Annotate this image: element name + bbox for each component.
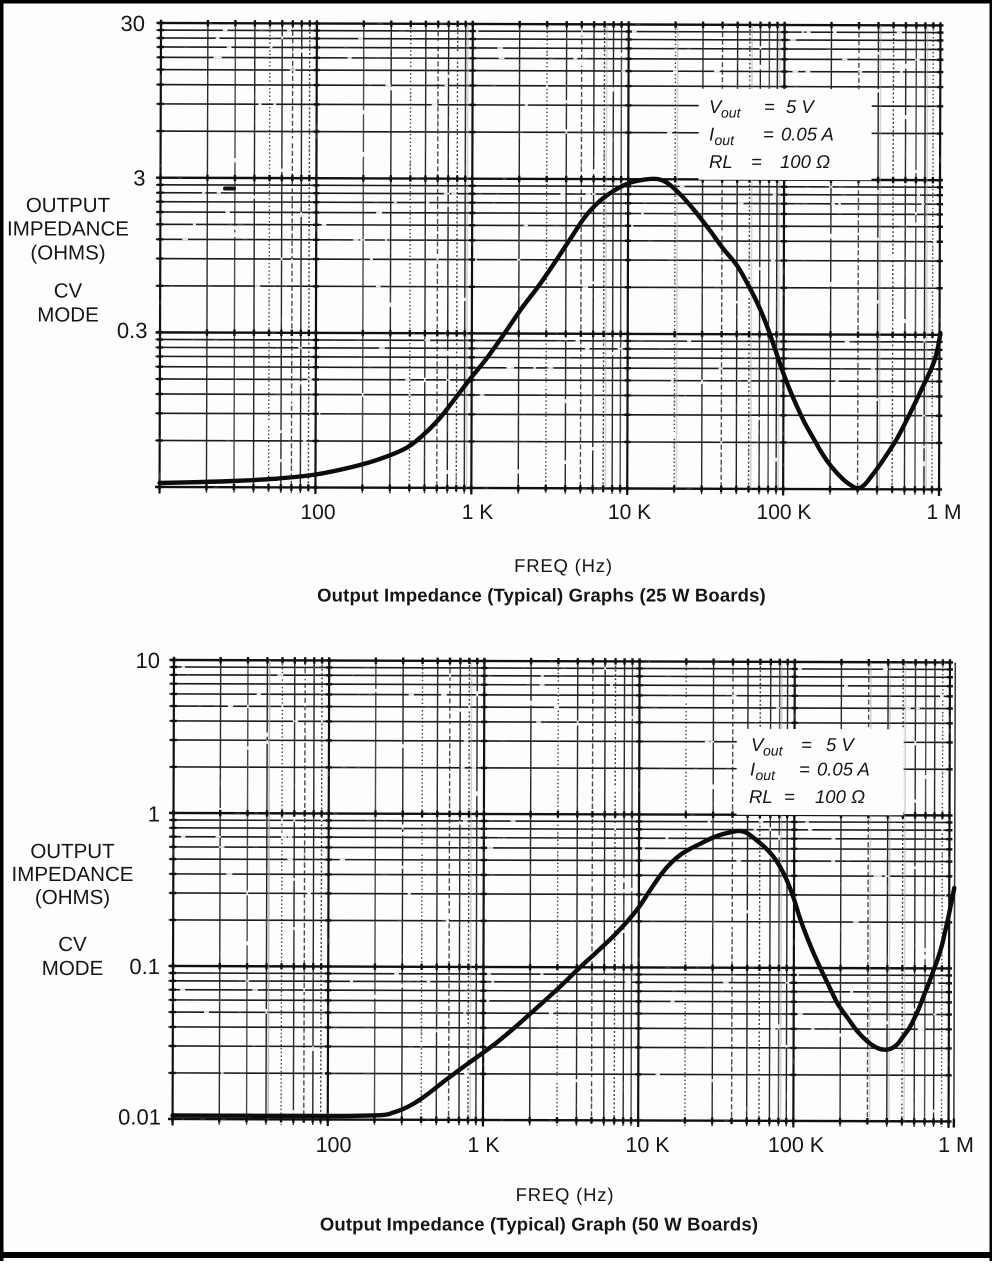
svg-text:0.1: 0.1: [129, 954, 160, 979]
svg-text:100: 100: [316, 1133, 352, 1157]
svg-text:0.3: 0.3: [117, 318, 148, 343]
svg-text:CV: CV: [58, 933, 87, 956]
svg-text:1 K: 1 K: [462, 501, 494, 524]
svg-text:MODE: MODE: [42, 957, 104, 980]
svg-text:100 K: 100 K: [757, 501, 812, 524]
svg-text:Output Impedance (Typical) Gra: Output Impedance (Typical) Graph (50 W B…: [320, 1214, 758, 1235]
svg-text:1 M: 1 M: [926, 501, 961, 524]
svg-text:FREQ (Hz): FREQ (Hz): [516, 1184, 615, 1205]
svg-text:10 K: 10 K: [608, 501, 651, 524]
svg-text:(OHMS): (OHMS): [35, 886, 110, 909]
svg-text:(OHMS): (OHMS): [30, 241, 105, 264]
svg-text:100 K: 100 K: [768, 1133, 825, 1157]
svg-text:IMPEDANCE: IMPEDANCE: [12, 863, 134, 886]
svg-text:1 M: 1 M: [938, 1133, 974, 1157]
svg-text:10: 10: [136, 648, 160, 673]
svg-text:Output Impedance (Typical) Gra: Output Impedance (Typical) Graphs (25 W …: [317, 585, 766, 606]
svg-text:0.01: 0.01: [118, 1105, 161, 1130]
svg-text:1 K: 1 K: [467, 1133, 500, 1157]
svg-text:MODE: MODE: [37, 304, 99, 327]
svg-text:CV: CV: [54, 280, 83, 303]
svg-text:FREQ (Hz): FREQ (Hz): [514, 555, 613, 576]
svg-text:3: 3: [133, 166, 145, 191]
svg-text:1: 1: [148, 802, 160, 827]
svg-text:30: 30: [121, 11, 145, 36]
svg-text:IMPEDANCE: IMPEDANCE: [7, 217, 129, 240]
svg-text:OUTPUT: OUTPUT: [26, 194, 111, 217]
svg-text:OUTPUT: OUTPUT: [30, 840, 115, 863]
svg-text:10 K: 10 K: [625, 1133, 670, 1157]
svg-text:100: 100: [300, 501, 335, 524]
